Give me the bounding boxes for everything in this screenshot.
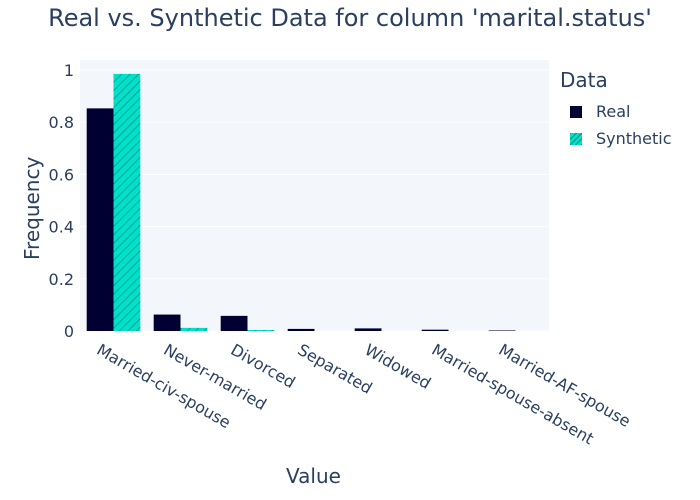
bar-real-4[interactable] bbox=[354, 328, 382, 331]
y-tick-label: 0.6 bbox=[49, 165, 74, 184]
x-axis-title: Value bbox=[286, 464, 341, 488]
chart-title: Real vs. Synthetic Data for column 'mari… bbox=[48, 4, 652, 32]
legend-title: Data bbox=[560, 68, 608, 92]
bar-real-1[interactable] bbox=[153, 314, 181, 331]
bar-real-0[interactable] bbox=[86, 108, 114, 331]
bars-group bbox=[86, 73, 516, 331]
legend: Data Real Synthetic bbox=[560, 68, 672, 152]
legend-item-synthetic[interactable]: Synthetic bbox=[560, 125, 672, 152]
legend-swatch-synthetic bbox=[570, 132, 582, 145]
legend-swatch-real bbox=[570, 105, 582, 118]
bar-synthetic-1[interactable] bbox=[180, 327, 208, 331]
bar-real-5[interactable] bbox=[421, 329, 449, 331]
bar-real-6[interactable] bbox=[488, 330, 516, 331]
bar-synthetic-2[interactable] bbox=[247, 329, 275, 331]
y-tick-label: 0 bbox=[64, 322, 74, 341]
y-tick-label: 0.8 bbox=[49, 113, 74, 132]
bar-synthetic-0[interactable] bbox=[113, 73, 141, 331]
x-tick-labels: Married-civ-spouseNever-marriedDivorcedS… bbox=[94, 340, 634, 448]
legend-label-real: Real bbox=[596, 102, 631, 121]
y-tick-label: 1 bbox=[64, 61, 74, 80]
y-axis-title: Frequency bbox=[20, 156, 44, 260]
y-tick-label: 0.2 bbox=[49, 270, 74, 289]
bar-real-2[interactable] bbox=[220, 315, 248, 331]
legend-label-synthetic: Synthetic bbox=[596, 129, 672, 148]
y-tick-label: 0.4 bbox=[49, 218, 74, 237]
legend-item-real[interactable]: Real bbox=[560, 98, 672, 125]
x-tick-label: Separated bbox=[295, 340, 376, 398]
y-tick-labels: 0 0.2 0.4 0.6 0.8 1 bbox=[49, 61, 74, 341]
bar-real-3[interactable] bbox=[287, 328, 315, 331]
plot-background bbox=[80, 60, 549, 331]
